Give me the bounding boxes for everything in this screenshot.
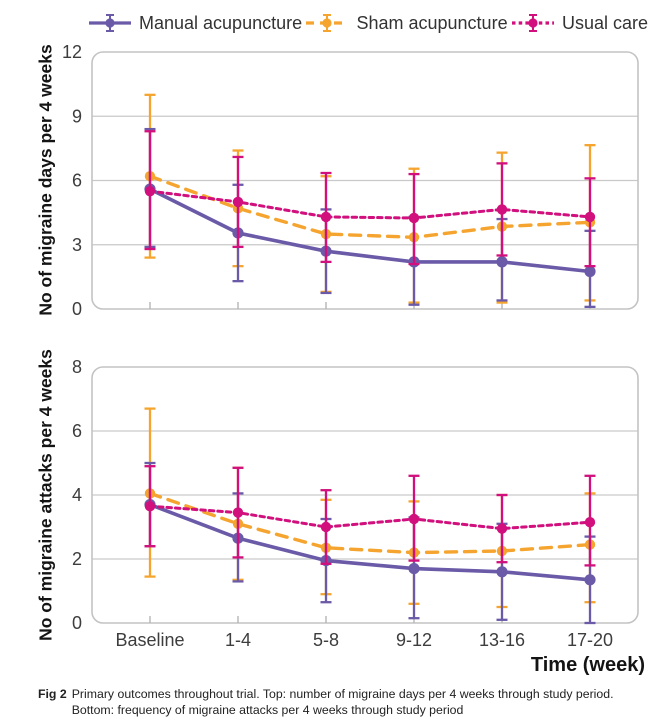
y-tick-label: 0: [72, 299, 82, 319]
series-sham-acupuncture: [144, 407, 596, 609]
data-point: [408, 563, 420, 575]
chart-legend: Manual acupuncture Sham acupuncture Usua…: [88, 10, 648, 36]
y-axis-title-bottom: No of migraine attacks per 4 weeks: [35, 349, 56, 641]
data-point: [144, 186, 156, 197]
series-usual-care: [144, 130, 596, 268]
x-tick-label: 17-20: [567, 630, 613, 650]
legend-label: Manual acupuncture: [139, 12, 303, 33]
plot-border: [91, 366, 639, 624]
y-tick-label: 4: [72, 485, 82, 505]
data-point: [320, 211, 332, 223]
y-tick-label: 0: [72, 613, 82, 633]
caption-text: Primary outcomes throughout trial. Top: …: [71, 687, 614, 717]
y-axis-title-top: No of migraine days per 4 weeks: [35, 44, 56, 316]
y-tick-label: 6: [72, 421, 82, 441]
data-point: [584, 574, 596, 586]
figure-caption: Fig 2 Primary outcomes throughout trial.…: [38, 687, 638, 719]
usual-care-marker-icon: [511, 14, 554, 32]
data-point: [408, 212, 420, 224]
x-tick-label: 13-16: [479, 630, 525, 650]
plot-border: [91, 51, 639, 310]
data-point: [144, 501, 156, 512]
sham-acupuncture-marker-icon: [306, 14, 349, 32]
x-axis-title: Time (week): [530, 654, 645, 676]
chart-migraine-attacks: 0 2 4 6 8 Baseline 1-4 5-8 9-12 13-16 17-20: [72, 357, 639, 650]
data-point: [408, 513, 420, 525]
manual-acupuncture-marker-icon: [89, 14, 131, 32]
y-tick-label: 8: [72, 357, 82, 377]
data-point: [496, 566, 508, 578]
data-point: [496, 204, 508, 215]
legend-item-manual-acupuncture: Manual acupuncture: [88, 12, 302, 34]
x-tick-label: 9-12: [396, 630, 432, 650]
data-point: [232, 196, 244, 208]
data-point: [232, 507, 244, 518]
legend-label: Usual care: [561, 12, 648, 33]
y-tick-label: 2: [72, 549, 82, 569]
y-tick-label: 3: [72, 235, 82, 255]
legend-item-sham-acupuncture: Sham acupuncture: [305, 12, 508, 34]
legend-item-usual-care: Usual care: [511, 12, 648, 34]
chart-migraine-days: 0 3 6 9 12: [62, 42, 639, 319]
series-manual-acupuncture: [144, 461, 596, 625]
data-point: [584, 517, 596, 528]
legend-label: Sham acupuncture: [356, 12, 508, 33]
x-tick-label: 1-4: [225, 630, 251, 650]
x-tick-label: Baseline: [115, 630, 184, 650]
x-tick-label: 5-8: [313, 630, 339, 650]
y-tick-label: 9: [72, 106, 82, 126]
data-point: [496, 256, 508, 268]
data-point: [584, 211, 596, 223]
data-point: [320, 521, 332, 533]
y-tick-label: 6: [72, 171, 82, 191]
y-tick-label: 12: [62, 42, 82, 62]
series-usual-care: [144, 465, 596, 567]
caption-tag: Fig 2: [38, 687, 67, 701]
data-point: [496, 523, 508, 534]
data-point: [584, 265, 596, 278]
